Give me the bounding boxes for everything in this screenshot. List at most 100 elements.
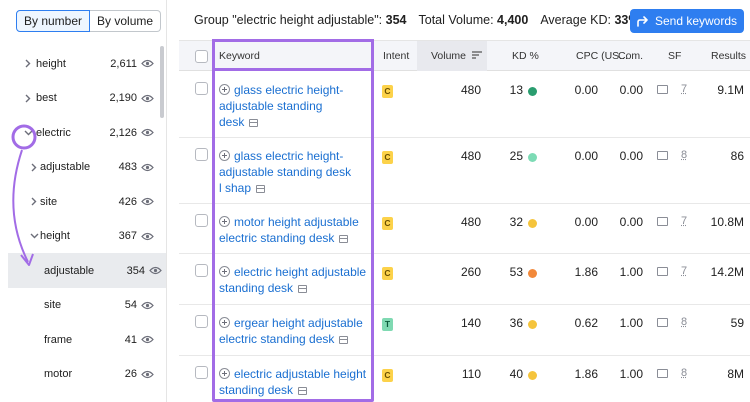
- by-volume-button[interactable]: By volume: [90, 10, 161, 32]
- column-intent[interactable]: Intent: [383, 41, 409, 71]
- chevron-right-icon[interactable]: [22, 92, 34, 104]
- add-keyword-icon[interactable]: [219, 266, 230, 277]
- serp-preview-icon[interactable]: [339, 336, 348, 344]
- eye-icon[interactable]: [141, 197, 154, 206]
- intent-badge: C: [382, 83, 393, 98]
- chevron-right-icon[interactable]: [28, 196, 40, 208]
- group-count: 354: [386, 13, 407, 27]
- serp-features-icon[interactable]: [657, 369, 668, 378]
- serp-features-icon[interactable]: [657, 151, 668, 160]
- column-keyword[interactable]: Keyword: [219, 41, 260, 71]
- eye-icon[interactable]: [141, 163, 154, 172]
- serp-preview-icon[interactable]: [249, 119, 258, 127]
- tree-item-count: 426: [119, 196, 137, 208]
- tree-item-frame[interactable]: frame 41: [0, 322, 158, 357]
- serp-features-icon[interactable]: [657, 217, 668, 226]
- tree-item-adjustable[interactable]: adjustable 483: [0, 150, 158, 185]
- eye-icon[interactable]: [141, 232, 154, 241]
- chevron-right-icon[interactable]: [28, 161, 40, 173]
- eye-icon[interactable]: [141, 301, 154, 310]
- keyword-link[interactable]: glass electric height-adjustable standin…: [219, 82, 371, 130]
- keyword-link[interactable]: electric adjustable height standing desk: [219, 366, 371, 398]
- tree-item-motor[interactable]: motor 26: [0, 357, 158, 392]
- chevron-down-icon[interactable]: [22, 127, 34, 139]
- tree-item-count: 367: [119, 230, 137, 242]
- tree-item-count: 54: [125, 299, 137, 311]
- tree-item-electric[interactable]: electric 2,126: [0, 115, 158, 150]
- tree-item-count: 2,126: [109, 127, 137, 139]
- eye-icon[interactable]: [141, 370, 154, 379]
- average-kd: Average KD: 33%: [540, 13, 639, 27]
- tree-item-site[interactable]: site 426: [0, 184, 158, 219]
- column-com[interactable]: Com.: [618, 41, 643, 71]
- column-kd[interactable]: KD %: [512, 41, 539, 71]
- volume-value: 260: [439, 265, 481, 279]
- results-value: 8M: [701, 367, 744, 381]
- serp-features-count[interactable]: 8: [681, 367, 687, 379]
- tree-item-height[interactable]: height 367: [0, 219, 158, 254]
- row-checkbox[interactable]: [195, 264, 208, 277]
- row-checkbox[interactable]: [195, 366, 208, 379]
- keyword-line: standing desk: [219, 280, 371, 296]
- kd-value: 53: [497, 265, 523, 279]
- column-sf[interactable]: SF: [668, 41, 681, 71]
- kd-difficulty-dot: [528, 217, 537, 231]
- serp-features-count[interactable]: 7: [681, 83, 687, 95]
- serp-features-icon[interactable]: [657, 318, 668, 327]
- tree-item-adjustable[interactable]: adjustable 354: [8, 253, 166, 288]
- eye-icon[interactable]: [141, 335, 154, 344]
- keyword-line: electric standing desk: [219, 331, 371, 347]
- competition-value: 1.00: [607, 316, 643, 330]
- select-all-checkbox[interactable]: [195, 50, 208, 63]
- serp-features-icon[interactable]: [657, 267, 668, 276]
- eye-icon[interactable]: [141, 94, 154, 103]
- tree-item-label: motor: [44, 368, 72, 380]
- serp-preview-icon[interactable]: [298, 285, 307, 293]
- keyword-line: standing desk: [219, 382, 371, 398]
- tree-item-best[interactable]: best 2,190: [0, 81, 158, 116]
- row-checkbox[interactable]: [195, 148, 208, 161]
- add-keyword-icon[interactable]: [219, 317, 230, 328]
- keyword-line: l shap: [219, 180, 371, 196]
- kd-value: 32: [497, 215, 523, 229]
- table-row: motor height adjustable electric standing…: [179, 204, 750, 254]
- kd-difficulty-dot: [528, 85, 537, 99]
- keyword-link[interactable]: ergear height adjustable electric standin…: [219, 315, 371, 347]
- serp-features-count[interactable]: 8: [681, 316, 687, 328]
- serp-features-count[interactable]: 8: [681, 149, 687, 161]
- add-keyword-icon[interactable]: [219, 150, 230, 161]
- column-volume-label: Volume: [431, 50, 466, 62]
- serp-features-count[interactable]: 7: [681, 265, 687, 277]
- eye-icon[interactable]: [141, 59, 154, 68]
- column-results[interactable]: Results: [711, 41, 746, 71]
- row-checkbox[interactable]: [195, 214, 208, 227]
- row-checkbox[interactable]: [195, 315, 208, 328]
- add-keyword-icon[interactable]: [219, 84, 230, 95]
- add-keyword-icon[interactable]: [219, 216, 230, 227]
- tree-item-height[interactable]: height 2,611: [0, 46, 158, 81]
- results-value: 14.2M: [701, 265, 744, 279]
- keyword-link[interactable]: motor height adjustable electric standing…: [219, 214, 371, 246]
- chevron-right-icon[interactable]: [22, 58, 34, 70]
- send-keywords-button[interactable]: Send keywords: [630, 9, 744, 33]
- chevron-down-icon[interactable]: [28, 230, 40, 242]
- column-volume[interactable]: Volume: [417, 41, 487, 71]
- serp-features-icon[interactable]: [657, 85, 668, 94]
- kd-difficulty-dot: [528, 318, 537, 332]
- keyword-line: electric standing desk: [219, 230, 371, 246]
- eye-icon[interactable]: [141, 128, 154, 137]
- keyword-link[interactable]: electric height adjustable standing desk: [219, 264, 371, 296]
- serp-features-count[interactable]: 7: [681, 215, 687, 227]
- sidebar-scrollbar[interactable]: [160, 46, 164, 118]
- row-checkbox[interactable]: [195, 82, 208, 95]
- serp-preview-icon[interactable]: [256, 185, 265, 193]
- eye-icon[interactable]: [149, 266, 162, 275]
- table-row: glass electric height-adjustable standin…: [179, 138, 750, 204]
- keyword-link[interactable]: glass electric height-adjustable standin…: [219, 148, 371, 196]
- serp-preview-icon[interactable]: [298, 387, 307, 395]
- serp-preview-icon[interactable]: [339, 235, 348, 243]
- tree-item-site[interactable]: site 54: [0, 288, 158, 323]
- add-keyword-icon[interactable]: [219, 368, 230, 379]
- by-number-button[interactable]: By number: [16, 10, 90, 32]
- tree-item-count: 354: [127, 265, 145, 277]
